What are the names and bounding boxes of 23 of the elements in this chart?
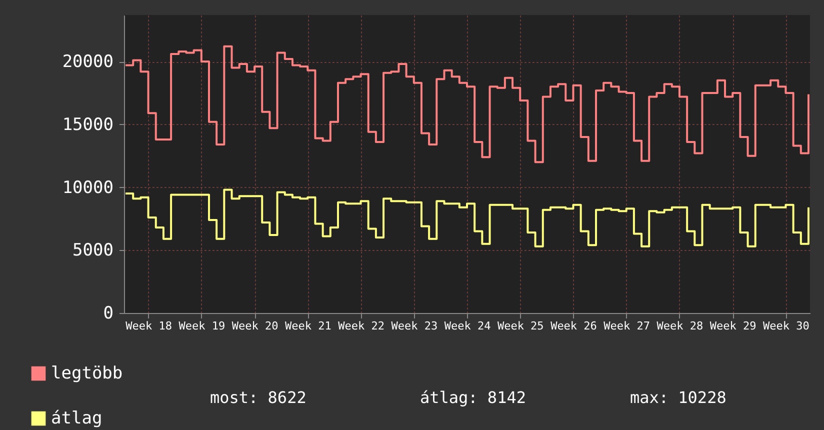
x-tick-label: Week 24: [444, 320, 492, 332]
text: átlag: 8142: [420, 388, 527, 407]
text: max: 10228: [630, 388, 728, 407]
legend-label: legtöbb: [51, 364, 123, 384]
x-tick-label: Week 20: [232, 320, 278, 332]
x-tick-label: Week 26: [550, 320, 597, 332]
y-tick-label: 0: [103, 304, 114, 324]
x-tick-label: Week 29: [710, 320, 756, 332]
x-tick-label: Week 18: [126, 320, 172, 332]
text: most: 8622: [210, 388, 308, 407]
y-tick-label: 15000: [62, 114, 114, 135]
x-tick-label: Week 30: [763, 320, 810, 332]
x-tick-label: Week 22: [338, 320, 384, 332]
x-tick-label: Week 25: [497, 320, 544, 332]
x-tick-label: Week 27: [604, 320, 650, 332]
x-tick-label: Week 23: [391, 320, 438, 332]
x-tick-label: Week 19: [178, 320, 226, 332]
y-tick-label: 10000: [62, 178, 114, 198]
x-tick-label: Week 28: [656, 320, 704, 332]
legend-label: átlag: [51, 408, 102, 428]
y-tick-label: 20000: [62, 52, 114, 72]
y-tick-label: 5000: [72, 240, 114, 261]
x-tick-label: Week 21: [284, 320, 332, 332]
